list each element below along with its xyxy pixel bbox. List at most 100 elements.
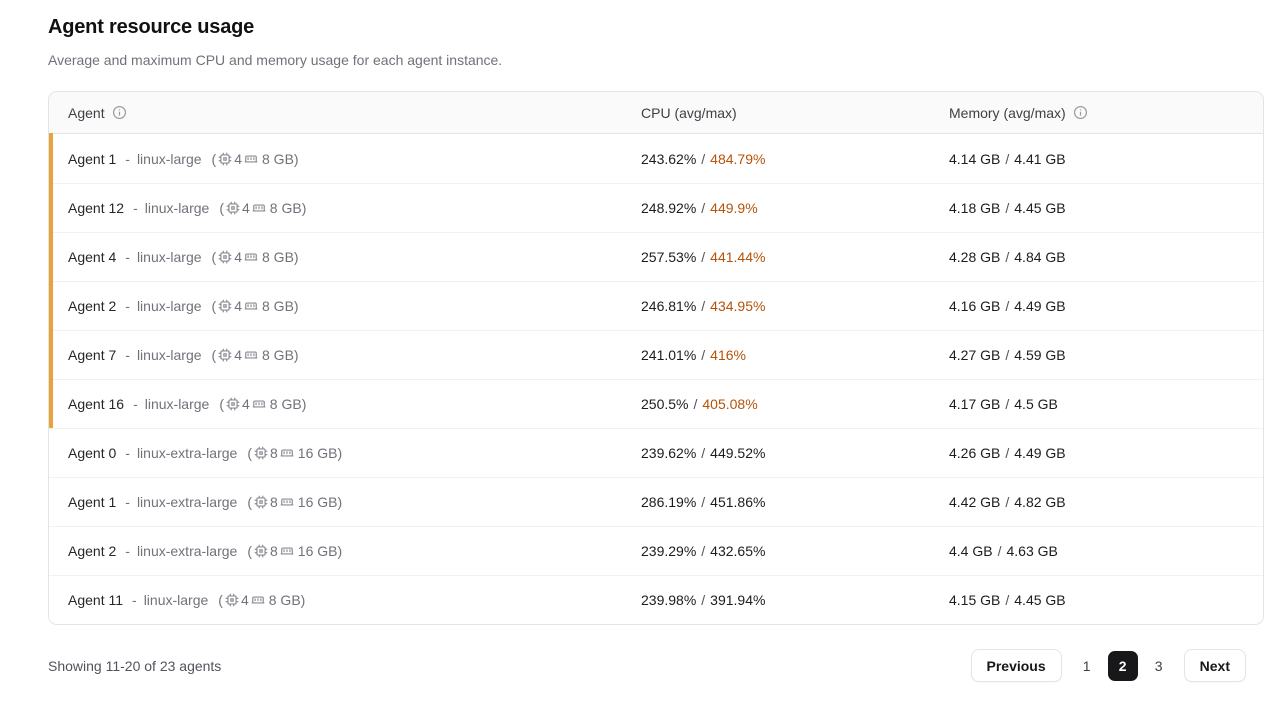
- memory-stick-icon: [280, 446, 294, 460]
- page-number-list: 1 2 3: [1069, 650, 1177, 681]
- memory-max-value: 4.49 GB: [1014, 298, 1066, 314]
- memory-avg-value: 4.28 GB: [949, 249, 1001, 265]
- value-separator: /: [1005, 150, 1010, 167]
- value-separator: /: [997, 543, 1002, 559]
- agent-cell: Agent 7 - linux-large ( 4 8 GB ): [49, 347, 641, 363]
- value-separator: /: [701, 200, 706, 216]
- results-summary: Showing 11-20 of 23 agents: [48, 657, 222, 674]
- cpu-avg-value: 257.53%: [641, 249, 697, 265]
- agent-size-separator: -: [132, 592, 137, 608]
- cpu-max-value: 391.94%: [710, 592, 766, 608]
- cpu-count: 4: [242, 200, 250, 216]
- info-icon[interactable]: [1073, 105, 1088, 120]
- cpu-avg-value: 239.98%: [641, 592, 697, 608]
- cpu-max-value: 451.86%: [710, 494, 766, 510]
- cpu-avg-value: 239.29%: [641, 543, 697, 559]
- memory-stick-icon: [280, 544, 294, 558]
- info-icon[interactable]: [112, 105, 127, 120]
- agent-size-separator: -: [125, 543, 130, 559]
- memory-usage-cell: 4.17 GB/4.5 GB: [949, 396, 1263, 412]
- agent-name: Agent 12: [68, 200, 125, 216]
- memory-stick-icon: [244, 250, 258, 264]
- memory-avg-value: 4.16 GB: [949, 298, 1001, 314]
- value-separator: /: [1005, 200, 1010, 216]
- agent-cell: Agent 12 - linux-large ( 4 8 GB ): [49, 200, 641, 216]
- specs-close-paren: ): [301, 396, 307, 412]
- agent-size: linux-large: [144, 200, 210, 216]
- agent-specs: ( 4 8 GB ): [212, 151, 299, 167]
- next-page-button[interactable]: Next: [1183, 649, 1246, 682]
- table-row: Agent 7 - linux-large ( 4 8 GB ) 241.01%…: [49, 330, 1263, 379]
- cpu-chip-icon: [218, 348, 232, 362]
- memory-usage-cell: 4.42 GB/4.82 GB: [949, 494, 1263, 510]
- agent-specs: ( 4 8 GB ): [212, 347, 299, 363]
- agent-size: linux-large: [144, 396, 210, 412]
- memory-avg-value: 4.42 GB: [949, 494, 1001, 510]
- value-separator: /: [1005, 494, 1010, 510]
- cpu-chip-icon: [218, 152, 232, 166]
- agent-resource-usage-page: Agent resource usage Average and maximum…: [48, 16, 1264, 682]
- agent-specs: ( 8 16 GB ): [247, 445, 342, 461]
- page-number-button[interactable]: 1: [1072, 651, 1102, 681]
- agent-size-separator: -: [125, 347, 130, 363]
- value-separator: /: [701, 298, 706, 314]
- warning-accent-bar: [49, 281, 53, 330]
- cpu-usage-cell: 248.92%/449.9%: [641, 200, 949, 216]
- specs-close-paren: ): [293, 347, 299, 363]
- cpu-count: 4: [234, 249, 242, 265]
- cpu-count: 8: [269, 445, 278, 461]
- previous-page-button[interactable]: Previous: [970, 649, 1062, 682]
- cpu-usage-cell: 239.29%/432.65%: [641, 543, 949, 559]
- cpu-count: 4: [234, 298, 242, 314]
- memory-usage-cell: 4.26 GB/4.49 GB: [949, 445, 1263, 461]
- specs-close-paren: ): [293, 150, 299, 167]
- cpu-max-value: 449.52%: [710, 445, 766, 461]
- memory-usage-cell: 4.27 GB/4.59 GB: [949, 347, 1263, 363]
- memory-usage-cell: 4.16 GB/4.49 GB: [949, 298, 1263, 314]
- agent-name: Agent 11: [68, 592, 124, 608]
- memory-stick-icon: [280, 495, 294, 509]
- value-separator: /: [701, 347, 706, 363]
- cpu-count: 4: [234, 150, 242, 167]
- cpu-usage-cell: 241.01%/416%: [641, 347, 949, 363]
- specs-close-paren: ): [337, 543, 343, 559]
- value-separator: /: [701, 494, 706, 510]
- memory-total: 8 GB: [269, 200, 302, 216]
- cpu-usage-cell: 286.19%/451.86%: [641, 494, 949, 510]
- cpu-column-label: CPU (avg/max): [641, 104, 737, 121]
- memory-avg-value: 4.18 GB: [949, 200, 1001, 216]
- memory-max-value: 4.49 GB: [1014, 445, 1066, 461]
- agent-size: linux-extra-large: [136, 445, 238, 461]
- memory-max-value: 4.45 GB: [1014, 200, 1066, 216]
- agent-name: Agent 0: [68, 445, 117, 461]
- page-number-button[interactable]: 3: [1144, 651, 1174, 681]
- table-row: Agent 2 - linux-large ( 4 8 GB ) 246.81%…: [49, 281, 1263, 330]
- agent-cell: Agent 1 - linux-large ( 4 8 GB ): [49, 151, 641, 167]
- cpu-chip-icon: [218, 250, 232, 264]
- specs-close-paren: ): [337, 445, 343, 461]
- agent-name: Agent 4: [68, 249, 117, 265]
- warning-accent-bar: [49, 379, 53, 428]
- agent-name: Agent 16: [68, 396, 125, 412]
- warning-accent-bar: [49, 232, 53, 281]
- page-number-button[interactable]: 2: [1107, 650, 1138, 681]
- cpu-usage-cell: 257.53%/441.44%: [641, 249, 949, 265]
- specs-open-paren: (: [247, 494, 252, 510]
- specs-open-paren: (: [247, 543, 252, 559]
- agent-specs: ( 4 8 GB ): [218, 592, 305, 608]
- agent-specs: ( 8 16 GB ): [247, 494, 342, 510]
- agent-cell: Agent 4 - linux-large ( 4 8 GB ): [49, 249, 641, 265]
- agent-size: linux-large: [136, 298, 202, 314]
- specs-open-paren: (: [218, 592, 223, 608]
- memory-stick-icon: [244, 299, 258, 313]
- table-body: Agent 1 - linux-large ( 4 8 GB ) 243.62%…: [49, 133, 1263, 624]
- value-separator: /: [1005, 592, 1010, 608]
- memory-stick-icon: [251, 593, 265, 607]
- value-separator: /: [1005, 249, 1010, 265]
- agent-name: Agent 7: [68, 347, 117, 363]
- cpu-usage-cell: 239.62%/449.52%: [641, 445, 949, 461]
- agent-size-separator: -: [125, 150, 130, 167]
- table-row: Agent 2 - linux-extra-large ( 8 16 GB ) …: [49, 526, 1263, 575]
- agent-size: linux-large: [136, 249, 202, 265]
- value-separator: /: [693, 396, 698, 412]
